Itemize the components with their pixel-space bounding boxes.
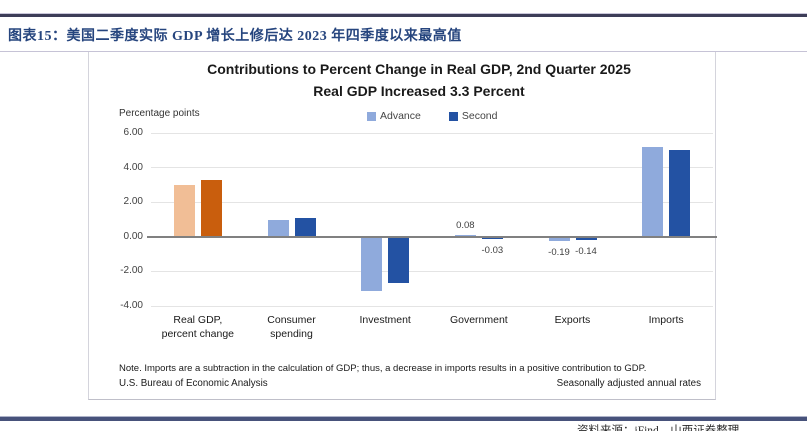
gridline [151,132,713,134]
y-axis-tick-label: 4.00 [123,161,143,173]
bar-second-government [481,237,503,239]
y-axis-tick-label: -2.00 [120,265,143,277]
bar-value-label: -0.03 [481,244,504,256]
chart-legend: Advance Second [367,110,498,122]
plot-area: 6.00 4.00 2.00 0.00 -2.00 -4.00 Real GDP, perc… [120,127,717,340]
source-note: 资料来源：iFind，山西证券整理 [577,425,740,431]
bar-advance-exports [548,237,570,242]
legend-label-second: Second [461,110,498,122]
bar-advance-real-gdp-percent-change [173,184,195,237]
bar-advance-imports [642,146,664,237]
bar-advance-investment [361,237,383,292]
caption-divider [0,51,807,52]
bar-second-real-gdp-percent-change [200,179,222,237]
y-axis-tick-label: 6.00 [123,127,143,138]
gridline [151,201,713,203]
legend-item-second: Second [448,110,498,122]
x-axis-category-label: Consumer spending [267,314,316,340]
y-axis-tick-label: 2.00 [123,196,143,208]
gridline [151,167,713,169]
x-axis-category-label: Exports [554,314,591,326]
chart-subtitle: Real GDP Increased 3.3 Percent [313,83,525,99]
figure-caption: 图表15：美国二季度实际 GDP 增长上修后达 2023 年四季度以来最高值 [8,29,462,44]
bar-second-imports [669,150,691,237]
bar-second-investment [388,237,410,283]
y-axis-caption: Percentage points [119,108,200,119]
legend-label-advance: Advance [380,110,421,122]
zero-axis-line [147,235,717,238]
gridline [151,270,713,272]
second-swatch-icon [448,111,458,121]
chart-source-left: U.S. Bureau of Economic Analysis [119,378,268,389]
bar-value-label: -0.19 [548,247,570,259]
y-axis-tick-label: 0.00 [123,230,143,242]
x-axis-category-label: Imports [648,314,684,326]
x-axis-category-label: Investment [359,314,411,326]
bar-value-label: 0.08 [456,220,475,232]
bar-second-consumer-spending [294,217,316,237]
top-divider [0,13,807,17]
bottom-divider [0,416,807,421]
chart-note: Note. Imports are a subtraction in the c… [119,363,647,374]
y-axis-tick-label: -4.00 [120,300,143,311]
x-axis-category-label: Real GDP, percent change [161,314,235,340]
x-axis-category-label: Government [449,314,508,326]
chart-title: Contributions to Percent Change in Real … [207,61,631,77]
bar-advance-consumer-spending [267,219,289,237]
gridline [151,305,713,307]
legend-item-advance: Advance [367,110,421,122]
chart-source-row: U.S. Bureau of Economic Analysis Seasona… [119,378,701,389]
bar-second-exports [575,237,597,241]
chart-panel: Contributions to Percent Change in Real … [88,52,717,400]
advance-swatch-icon [367,111,376,121]
chart-source-right: Seasonally adjusted annual rates [556,378,701,389]
bar-value-label: -0.14 [575,246,597,258]
